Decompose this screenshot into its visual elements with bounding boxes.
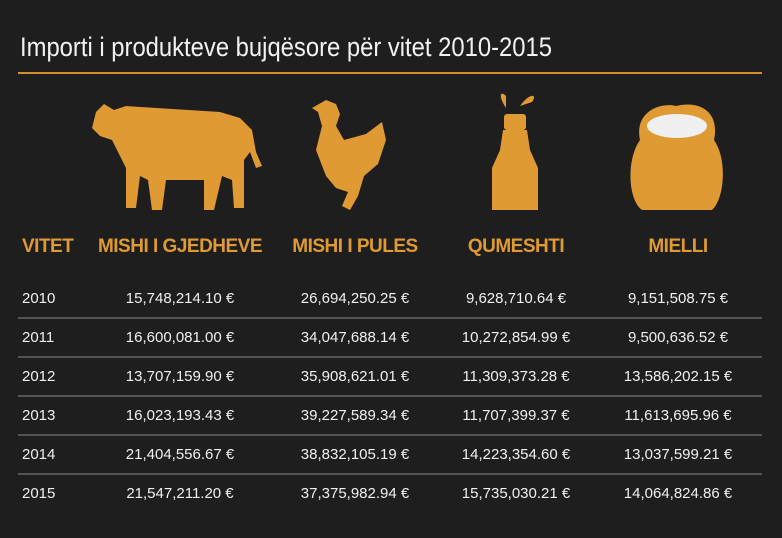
column-header: MIELLI [648,236,707,257]
value-cell: 9,628,710.64 € [466,290,567,307]
value-cell: 15,748,214.10 € [126,290,235,307]
chicken-icon [312,100,386,210]
value-cell: 34,047,688.14 € [301,329,410,346]
value-cell: 26,694,250.25 € [301,290,410,307]
value-cell: 11,613,695.96 € [624,407,732,424]
value-cell: 37,375,982.94 € [301,485,410,502]
year-cell: 2015 [22,485,55,502]
value-cell: 16,600,081.00 € [126,329,235,346]
value-cell: 13,707,159.90 € [126,368,235,385]
year-cell: 2012 [22,368,55,385]
column-header: MISHI I GJEDHEVE [98,236,262,257]
milk-icon [492,93,538,210]
value-cell: 13,037,599.21 € [624,446,733,463]
year-cell: 2011 [22,329,54,346]
column-header: VITET [22,236,74,257]
value-cell: 9,151,508.75 € [628,290,729,307]
table: VITET MISHI I GJEDHEVE MISHI I PULES QUMESH… [18,236,762,502]
column-header: QUMESHTI [468,236,565,257]
value-cell: 11,309,373.28 € [462,368,570,385]
year-cell: 2013 [22,407,55,424]
value-cell: 21,404,556.67 € [126,446,235,463]
value-cell: 35,908,621.01 € [301,368,410,385]
cow-icon [92,104,262,210]
value-cell: 38,832,105.19 € [301,446,410,463]
value-cell: 39,227,589.34 € [301,407,410,424]
value-cell: 14,223,354.60 € [462,446,571,463]
title: Importi i produkteve bujqësore për vitet… [20,32,552,62]
value-cell: 13,586,202.15 € [624,368,733,385]
value-cell: 11,707,399.37 € [462,407,570,424]
column-header: MISHI I PULES [292,236,417,257]
value-cell: 15,735,030.21 € [462,485,571,502]
value-cell: 21,547,211.20 € [126,485,234,502]
value-cell: 16,023,193.43 € [126,407,235,424]
value-cell: 10,272,854.99 € [462,329,571,346]
value-cell: 14,064,824.86 € [624,485,733,502]
flour-icon [630,104,723,210]
value-cell: 9,500,636.52 € [628,329,729,346]
year-cell: 2010 [22,290,55,307]
year-cell: 2014 [22,446,55,463]
